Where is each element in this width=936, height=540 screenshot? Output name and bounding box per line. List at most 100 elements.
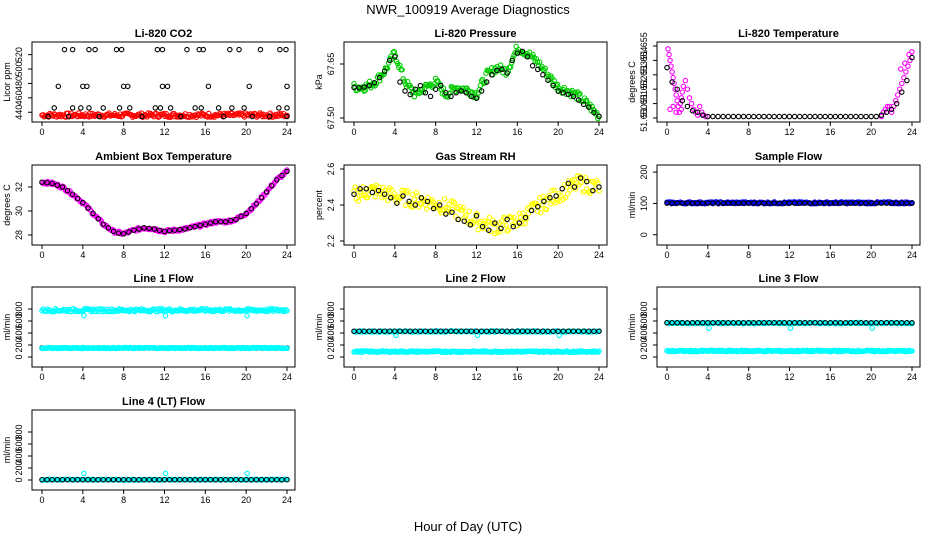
y-tick-label: 28 [14, 230, 24, 240]
x-tick-label: 4 [705, 372, 710, 382]
data-point-avg [674, 320, 680, 326]
x-tick-label: 16 [512, 250, 522, 260]
data-point-raw [909, 348, 915, 354]
data-point-avg [590, 187, 596, 194]
data-point-avg [802, 200, 808, 206]
data-point-raw [577, 91, 583, 97]
data-point-avg [100, 105, 107, 111]
y-tick-label: 51.651 [639, 90, 649, 118]
data-point-raw [530, 51, 536, 58]
data-point-avg [45, 113, 51, 120]
data-point-raw [596, 348, 602, 354]
data-point-raw [583, 97, 590, 104]
data-point-avg [54, 182, 61, 188]
data-point-raw-dips [81, 312, 87, 319]
data-point-avg [509, 57, 515, 64]
data-point-avg [796, 320, 803, 326]
data-point-avg [386, 57, 393, 64]
panel-frame [656, 164, 921, 246]
x-tick-label: 20 [241, 250, 251, 260]
x-tick-label: 4 [392, 372, 397, 382]
data-point-avg [202, 476, 209, 483]
data-point-avg [705, 320, 711, 326]
data-point-avg [113, 46, 120, 53]
data-point-raw-dips [869, 325, 875, 331]
data-point-avg [847, 200, 854, 206]
data-point-avg [522, 214, 529, 221]
data-point-avg [126, 229, 132, 235]
x-tick-label: 0 [39, 127, 44, 137]
panel-frame [343, 41, 608, 123]
panel-data [351, 328, 602, 356]
data-point-raw [364, 194, 371, 201]
x-tick-label: 0 [664, 127, 669, 137]
x-tick-label: 4 [705, 250, 710, 260]
data-point-raw [409, 191, 415, 198]
data-point-avg [192, 105, 198, 111]
y-tick-label: 200 [14, 460, 24, 475]
data-point-avg [387, 195, 394, 201]
data-point-avg [64, 187, 71, 194]
data-point-avg [812, 113, 818, 120]
y-tick-label: 400 [639, 325, 649, 340]
data-point-avg [499, 66, 505, 73]
panel-frame [656, 41, 921, 123]
data-point-avg [118, 46, 125, 53]
data-point-avg [146, 225, 152, 232]
data-point-avg [571, 184, 578, 190]
data-point-avg [883, 109, 890, 115]
data-point-raw [899, 80, 905, 87]
data-point-avg [802, 320, 808, 326]
data-point-avg [274, 476, 280, 483]
x-tick-label: 24 [907, 127, 917, 137]
data-point-avg [479, 223, 486, 230]
data-point-avg [156, 227, 163, 233]
data-point-avg [781, 320, 788, 326]
data-point-avg [69, 105, 76, 111]
data-point-avg [771, 113, 777, 120]
data-point-raw [678, 95, 685, 101]
data-point-avg [120, 476, 127, 483]
x-tick-label: 8 [121, 250, 126, 260]
data-point-raw [665, 46, 671, 52]
panel-frame [343, 164, 608, 246]
data-point-avg [817, 200, 823, 206]
data-point-avg [842, 320, 849, 326]
data-point-raw [463, 212, 469, 218]
data-point-raw [372, 194, 379, 200]
panel-data [39, 305, 290, 352]
data-point-raw [400, 190, 406, 197]
data-point-avg [412, 328, 418, 334]
data-point-avg [443, 328, 449, 334]
y-tick-label: 100 [639, 196, 649, 211]
data-point-avg [837, 200, 844, 206]
data-point-avg [249, 113, 256, 120]
data-point-raw [445, 94, 451, 100]
data-point-avg [519, 48, 526, 55]
data-point-avg [381, 328, 388, 334]
data-point-avg [458, 328, 464, 334]
data-point-avg [448, 93, 454, 100]
y-tick-label: 500 [14, 62, 24, 77]
x-tick-label: 16 [200, 372, 210, 382]
figure-xlabel: Hour of Day (UTC) [414, 519, 522, 534]
data-point-avg [694, 200, 701, 206]
data-point-avg [842, 200, 849, 206]
data-point-avg [55, 83, 62, 90]
data-point-raw [684, 86, 691, 92]
data-point-avg [720, 113, 726, 120]
data-point-avg [498, 225, 504, 232]
data-point-avg [550, 82, 556, 89]
data-point-avg [141, 476, 147, 483]
data-point-avg [766, 113, 772, 120]
data-point-avg [904, 320, 910, 326]
data-point-avg [684, 103, 691, 110]
panel-title: Sample Flow [755, 151, 823, 163]
data-point-avg [715, 200, 721, 206]
data-point-avg [233, 216, 239, 223]
x-tick-label: 0 [351, 127, 356, 137]
data-point-avg [238, 213, 244, 220]
data-point-raw [892, 97, 899, 104]
data-point-avg [197, 476, 203, 483]
data-point-avg [424, 198, 431, 205]
